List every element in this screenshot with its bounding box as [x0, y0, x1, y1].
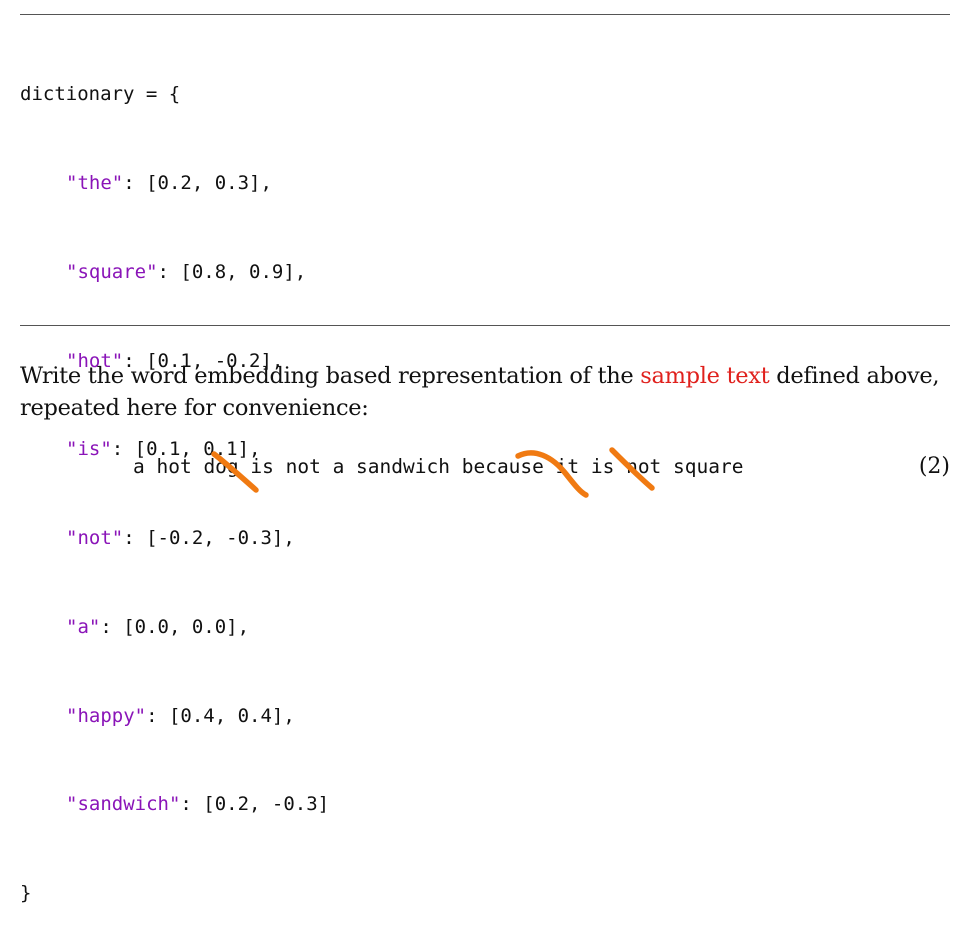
instruction-paragraph: Write the word embedding based represent… — [20, 360, 950, 424]
bottom-rule — [20, 325, 950, 326]
top-rule — [20, 14, 950, 15]
paragraph-text-before: Write the word embedding based represent… — [20, 363, 641, 389]
equation-number: (2) — [918, 454, 950, 479]
code-key: "is" — [66, 438, 112, 461]
code-key: "the" — [66, 171, 124, 194]
code-key: "happy" — [66, 704, 147, 727]
code-value: : [0.4, 0.4], — [146, 704, 295, 727]
code-key: "not" — [66, 527, 124, 550]
code-entry: "happy": [0.4, 0.4], — [20, 702, 940, 732]
code-key: "square" — [66, 260, 158, 283]
code-entry: "hot": [0.1, -0.2], — [20, 347, 940, 377]
code-value: : [0.1, -0.2], — [123, 349, 284, 372]
code-line-close: } — [20, 882, 32, 905]
code-line-open: dictionary = { — [20, 83, 181, 106]
code-entry: "the": [0.2, 0.3], — [20, 169, 940, 199]
code-value: : [0.2, 0.3], — [123, 171, 272, 194]
sample-text-reference: sample text — [640, 363, 770, 389]
code-key: "sandwich" — [66, 793, 181, 816]
paragraph-text-after: defined above, repeated here for conveni… — [20, 363, 940, 421]
code-key: "hot" — [66, 349, 124, 372]
code-value: : [0.0, 0.0], — [100, 615, 250, 638]
code-value: : [0.8, 0.9], — [157, 260, 307, 283]
code-value: : [0.2, -0.3] — [180, 793, 330, 816]
code-entry: "sandwich": [0.2, -0.3] — [20, 790, 940, 820]
code-entry: "a": [0.0, 0.0], — [20, 613, 940, 643]
code-entry: "square": [0.8, 0.9], — [20, 258, 940, 288]
code-value: : [-0.2, -0.3], — [123, 527, 295, 550]
code-key: "a" — [66, 615, 101, 638]
sample-sentence: a hot dog is not a sandwich because it i… — [133, 455, 744, 478]
code-entry: "not": [-0.2, -0.3], — [20, 524, 940, 554]
